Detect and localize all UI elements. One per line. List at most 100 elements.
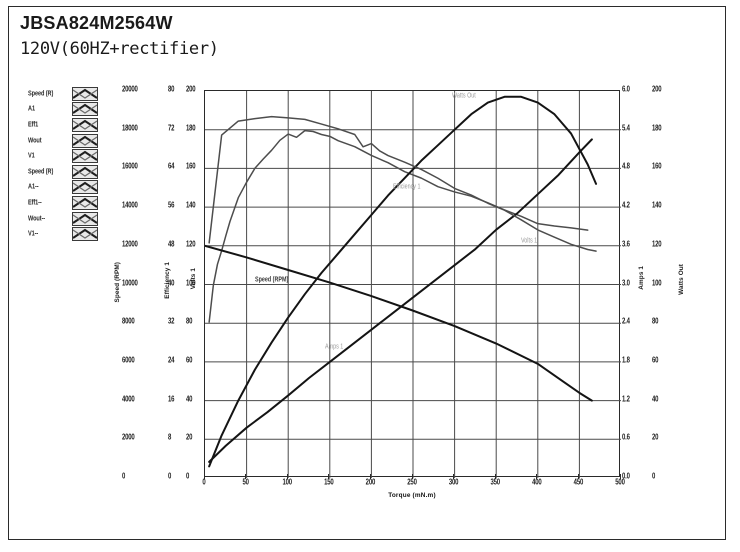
plot-svg	[205, 91, 621, 478]
legend-swatch-icon	[72, 117, 98, 132]
axis-tick-label: 24	[168, 356, 175, 365]
model-title: JBSA824M2564W	[20, 13, 173, 33]
axis-tick-label: 4.8	[622, 163, 630, 172]
axis-tick-label: 1.8	[622, 356, 630, 365]
legend-swatch-icon	[72, 149, 98, 164]
axis-tick-label: 80	[186, 318, 193, 327]
legend-item: A1--	[28, 180, 100, 196]
axis-tick-label: 10000	[122, 279, 138, 288]
legend-swatch-icon	[72, 86, 98, 101]
axis-tick-label: 64	[168, 163, 175, 172]
axis-tickmark	[577, 474, 579, 479]
legend-swatch-icon	[72, 102, 98, 117]
axis-tick-label: 2.4	[622, 318, 630, 327]
axis-tickmark	[245, 474, 247, 479]
axis-title-efficiency: Efficiency 1	[164, 262, 171, 299]
plot-area	[204, 90, 621, 478]
axis-tickmark	[203, 474, 205, 479]
axis-tickmark	[453, 474, 455, 479]
axis-tick-label: 8	[168, 434, 172, 443]
axis-tick-label: 16000	[122, 163, 138, 172]
legend-item-label: Wout	[28, 136, 42, 145]
axis-tickmark	[494, 474, 496, 479]
legend-item: Speed (R)	[28, 86, 100, 102]
axis-tick-label: 80	[652, 318, 659, 327]
conditions-subtitle: 120V(60HZ+rectifier)	[20, 39, 219, 59]
axis-tick-label: 80	[168, 86, 175, 94]
axis-tick-label: 5.4	[622, 124, 630, 133]
axis-tick-label: 50	[242, 479, 249, 487]
axis-tick-label: 0.6	[622, 434, 630, 443]
legend-item: Eff1--	[28, 195, 100, 211]
axis-tick-label: 0	[122, 473, 126, 481]
legend-swatch-icon	[72, 133, 98, 148]
curve-annotation: Amps 1	[325, 343, 344, 351]
axis-tick-label: 120	[652, 240, 662, 249]
axis-tick-label: 12000	[122, 240, 138, 249]
axis-tick-label: 300	[448, 479, 459, 487]
legend-item-label: A1--	[28, 183, 39, 192]
legend: Speed (R) A1 Eff1 Wout V1 Speed (R) A1-- Eff1--…	[28, 86, 100, 242]
legend-swatch-icon	[72, 195, 98, 210]
curve-annotation: Volts 1	[521, 237, 538, 245]
axis-tick-label: 2000	[122, 434, 135, 443]
legend-item-label: Eff1	[28, 121, 39, 129]
axis-tick-label: 1.2	[622, 395, 630, 404]
axis-tick-label: 350	[490, 479, 500, 487]
axis-tickmark	[328, 474, 330, 479]
axis-tick-label: 40	[168, 279, 175, 288]
axis-tickmark	[619, 474, 621, 479]
axis-tick-label: 100	[282, 479, 292, 487]
axis-tickmark	[411, 474, 413, 479]
legend-item: Speed (R)	[28, 164, 100, 180]
axis-ticks-torque: 0 50 100 150 200 250 300 350 400 450 500	[202, 474, 625, 491]
axis-title-volts: Volts 1	[190, 268, 197, 290]
axis-tick-label: 160	[186, 163, 196, 172]
axis-tick-label: 200	[652, 86, 662, 94]
legend-item: A1	[28, 102, 100, 118]
axis-tick-label: 0	[168, 473, 172, 481]
axis-tick-label: 160	[652, 163, 662, 172]
curve-annotation: Speed (RPM)	[255, 276, 289, 284]
axis-tick-label: 200	[186, 86, 196, 94]
axis-tick-label: 0	[186, 473, 190, 481]
axis-tick-label: 6.0	[622, 86, 630, 94]
axis-tick-label: 20	[652, 434, 659, 443]
legend-swatch-icon	[72, 180, 98, 195]
axis-tick-label: 40	[186, 395, 193, 404]
legend-item: V1	[28, 148, 100, 164]
axis-tick-label: 60	[652, 356, 659, 365]
axis-tick-label: 0	[652, 473, 656, 481]
axis-tick-label: 4000	[122, 395, 135, 404]
legend-item: Eff1	[28, 117, 100, 133]
title-block: JBSA824M2564W 120V(60HZ+rectifier)	[20, 12, 540, 61]
legend-item: V1--	[28, 226, 100, 242]
axis-title-torque: Torque (mN.m)	[388, 492, 436, 499]
legend-swatch-icon	[72, 211, 98, 226]
axis-tick-label: 150	[324, 479, 334, 487]
axis-tick-label: 200	[365, 479, 376, 487]
legend-swatch-icon	[72, 227, 98, 242]
legend-item-label: Speed (R)	[28, 168, 54, 176]
axis-tickmark	[286, 474, 288, 479]
legend-item-label: V1	[28, 152, 35, 160]
axis-tick-label: 180	[652, 124, 662, 133]
axis-tick-label: 500	[615, 479, 625, 487]
axis-tick-label: 8000	[122, 318, 135, 327]
axis-tick-label: 4.2	[622, 202, 630, 210]
legend-item-label: Speed (R)	[28, 90, 54, 98]
axis-tickmark	[536, 474, 538, 479]
legend-item-label: A1	[28, 105, 35, 114]
axis-tick-label: 400	[532, 479, 542, 487]
axis-tick-label: 16	[168, 395, 175, 404]
axis-tick-label: 20000	[122, 86, 138, 94]
axis-title-amps: Amps 1	[638, 266, 645, 290]
axis-tick-label: 0.0	[622, 473, 630, 481]
legend-item-label: Eff1--	[28, 199, 42, 207]
axis-tick-label: 140	[186, 202, 196, 210]
axis-tick-label: 0	[202, 479, 206, 487]
axis-title-watts: Watts Out	[678, 264, 685, 295]
legend-item-label: V1--	[28, 230, 39, 238]
axis-tick-label: 72	[168, 124, 175, 133]
